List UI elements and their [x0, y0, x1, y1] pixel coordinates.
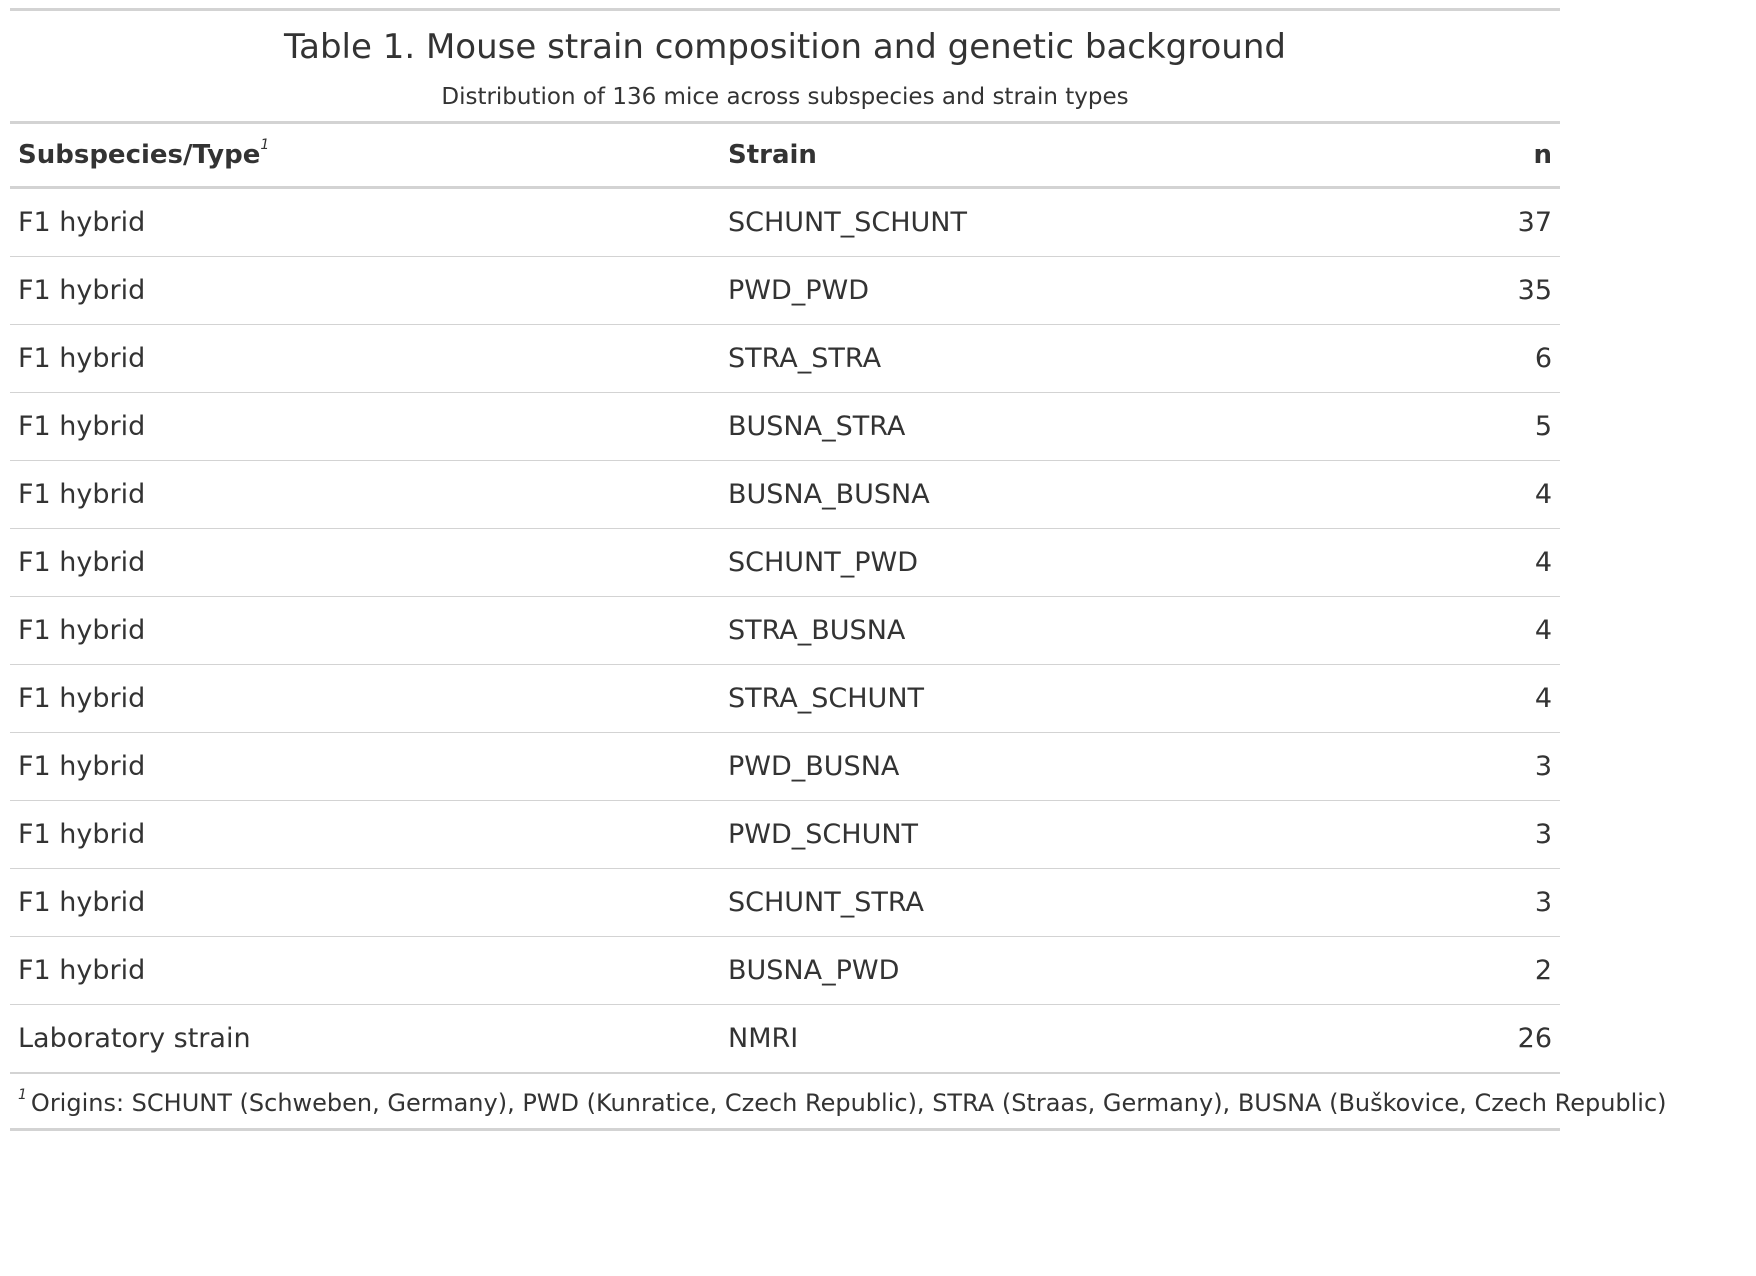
cell-strain: BUSNA_BUSNA	[720, 460, 1400, 529]
cell-subspecies-type: F1 hybrid	[10, 800, 720, 869]
cell-strain: PWD_SCHUNT	[720, 800, 1400, 869]
cell-strain: PWD_BUSNA	[720, 732, 1400, 801]
table-row: F1 hybrid STRA_STRA 6	[10, 324, 1560, 393]
cell-strain: PWD_PWD	[720, 256, 1400, 325]
table-row: Laboratory strain NMRI 26	[10, 1004, 1560, 1074]
cell-strain: NMRI	[720, 1004, 1400, 1074]
table-row: F1 hybrid BUSNA_PWD 2	[10, 936, 1560, 1005]
table-footnote: 1 Origins: SCHUNT (Schweben, Germany), PW…	[10, 1074, 1667, 1131]
cell-n: 37	[1400, 187, 1560, 257]
cell-subspecies-type: F1 hybrid	[10, 187, 720, 257]
cell-strain: STRA_BUSNA	[720, 596, 1400, 665]
table-row: F1 hybrid SCHUNT_PWD 4	[10, 528, 1560, 597]
column-header-strain: Strain	[720, 124, 1400, 189]
cell-subspecies-type: F1 hybrid	[10, 868, 720, 937]
cell-n: 6	[1400, 324, 1560, 393]
column-header-subspecies-label: Subspecies/Type	[18, 140, 261, 170]
cell-subspecies-type: F1 hybrid	[10, 664, 720, 733]
footnote-marker: 1	[18, 1087, 27, 1103]
table-row: F1 hybrid PWD_SCHUNT 3	[10, 800, 1560, 869]
cell-subspecies-type: F1 hybrid	[10, 324, 720, 393]
footnote-marker: 1	[260, 137, 270, 153]
table-body: F1 hybrid SCHUNT_SCHUNT 37 F1 hybrid PWD_PWD…	[10, 187, 1560, 1074]
table-title: Table 1. Mouse strain composition and ge…	[284, 27, 1286, 67]
column-header-subspecies: Subspecies/Type1	[10, 124, 720, 189]
cell-strain: BUSNA_STRA	[720, 392, 1400, 461]
cell-subspecies-type: F1 hybrid	[10, 732, 720, 801]
cell-n: 26	[1400, 1004, 1560, 1074]
cell-subspecies-type: F1 hybrid	[10, 392, 720, 461]
table-row: F1 hybrid BUSNA_STRA 5	[10, 392, 1560, 461]
footnote-text: Origins: SCHUNT (Schweben, Germany), PWD…	[30, 1089, 1667, 1117]
cell-subspecies-type: F1 hybrid	[10, 596, 720, 665]
cell-strain: SCHUNT_SCHUNT	[720, 187, 1400, 257]
cell-subspecies-type: F1 hybrid	[10, 460, 720, 529]
table-row: F1 hybrid PWD_BUSNA 3	[10, 732, 1560, 801]
column-header-n: n	[1400, 124, 1560, 189]
cell-subspecies-type: F1 hybrid	[10, 256, 720, 325]
table-row: F1 hybrid STRA_BUSNA 4	[10, 596, 1560, 665]
cell-n: 3	[1400, 868, 1560, 937]
cell-n: 4	[1400, 460, 1560, 529]
table-row: F1 hybrid STRA_SCHUNT 4	[10, 664, 1560, 733]
cell-strain: SCHUNT_STRA	[720, 868, 1400, 937]
cell-strain: SCHUNT_PWD	[720, 528, 1400, 597]
cell-n: 3	[1400, 732, 1560, 801]
cell-n: 3	[1400, 800, 1560, 869]
cell-n: 4	[1400, 664, 1560, 733]
cell-subspecies-type: F1 hybrid	[10, 936, 720, 1005]
data-table: Subspecies/Type1 Strain n F1 hybrid SCHUN…	[10, 124, 1560, 1074]
table-subtitle: Distribution of 136 mice across subspeci…	[10, 67, 1560, 124]
table-header: Subspecies/Type1 Strain n	[10, 124, 1560, 189]
cell-n: 4	[1400, 528, 1560, 597]
table-row: F1 hybrid SCHUNT_STRA 3	[10, 868, 1560, 937]
table-row: F1 hybrid PWD_PWD 35	[10, 256, 1560, 325]
cell-n: 5	[1400, 392, 1560, 461]
table-row: F1 hybrid SCHUNT_SCHUNT 37	[10, 187, 1560, 257]
cell-subspecies-type: Laboratory strain	[10, 1004, 720, 1074]
cell-n: 4	[1400, 596, 1560, 665]
cell-strain: STRA_SCHUNT	[720, 664, 1400, 733]
strain-table: Table 1. Mouse strain composition and ge…	[10, 8, 1667, 1131]
cell-n: 35	[1400, 256, 1560, 325]
cell-strain: STRA_STRA	[720, 324, 1400, 393]
header-row: Subspecies/Type1 Strain n	[10, 124, 1560, 189]
cell-n: 2	[1400, 936, 1560, 1005]
cell-subspecies-type: F1 hybrid	[10, 528, 720, 597]
cell-strain: BUSNA_PWD	[720, 936, 1400, 1005]
table-row: F1 hybrid BUSNA_BUSNA 4	[10, 460, 1560, 529]
